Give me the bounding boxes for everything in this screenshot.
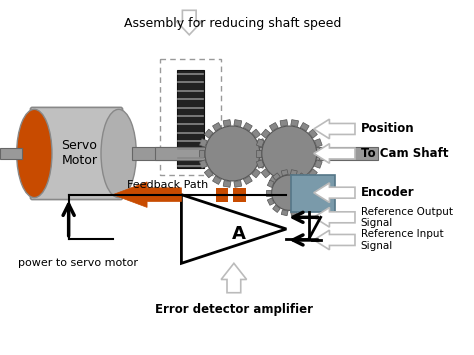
Polygon shape (269, 122, 278, 131)
Bar (132, 147, 196, 160)
Polygon shape (280, 180, 288, 187)
Polygon shape (269, 176, 278, 185)
Polygon shape (267, 180, 274, 187)
FancyBboxPatch shape (30, 107, 123, 200)
Polygon shape (267, 198, 274, 205)
Polygon shape (261, 169, 270, 178)
Bar (155, 147, 226, 160)
Polygon shape (280, 120, 288, 126)
Polygon shape (204, 169, 213, 178)
Polygon shape (113, 182, 182, 207)
Polygon shape (204, 129, 213, 138)
Bar (0, 148, 22, 159)
Polygon shape (281, 170, 288, 176)
Bar (291, 175, 336, 212)
Polygon shape (182, 195, 286, 263)
Polygon shape (223, 120, 231, 126)
Bar (233, 188, 246, 202)
Polygon shape (314, 139, 322, 147)
Polygon shape (308, 190, 312, 196)
Polygon shape (301, 176, 309, 185)
Polygon shape (314, 208, 355, 227)
Polygon shape (200, 160, 207, 168)
Polygon shape (304, 198, 311, 205)
Text: Servo
Motor: Servo Motor (62, 140, 98, 168)
Polygon shape (234, 120, 242, 126)
Polygon shape (244, 122, 252, 131)
Polygon shape (260, 150, 266, 157)
Text: Reference Input
Signal: Reference Input Signal (361, 229, 444, 251)
Polygon shape (314, 144, 355, 163)
Polygon shape (304, 180, 311, 187)
Bar (220, 147, 319, 160)
Polygon shape (266, 190, 271, 196)
Circle shape (272, 175, 307, 211)
Polygon shape (291, 120, 299, 126)
Text: Error detector amplifier: Error detector amplifier (155, 302, 313, 316)
Text: Position: Position (361, 122, 414, 136)
Text: power to servo motor: power to servo motor (18, 258, 137, 268)
Polygon shape (291, 170, 297, 176)
Text: Assembly for reducing shaft speed: Assembly for reducing shaft speed (124, 17, 341, 30)
Polygon shape (298, 205, 306, 213)
Text: Feedback Path: Feedback Path (128, 180, 209, 190)
Polygon shape (199, 150, 204, 157)
Polygon shape (314, 230, 355, 250)
Text: To Cam Shaft: To Cam Shaft (361, 147, 448, 160)
Polygon shape (252, 129, 261, 138)
Bar (160, 59, 220, 175)
Polygon shape (255, 150, 261, 157)
Ellipse shape (101, 109, 137, 198)
Polygon shape (256, 139, 264, 147)
Polygon shape (301, 122, 309, 131)
Polygon shape (314, 183, 355, 202)
Polygon shape (257, 160, 265, 168)
Polygon shape (281, 210, 288, 216)
Polygon shape (261, 129, 270, 138)
Polygon shape (317, 150, 323, 157)
Text: Reference Output
Signal: Reference Output Signal (361, 207, 453, 228)
Polygon shape (291, 180, 299, 187)
Polygon shape (252, 169, 261, 178)
Polygon shape (212, 176, 221, 185)
Polygon shape (273, 205, 280, 213)
Polygon shape (314, 160, 322, 168)
Polygon shape (291, 210, 297, 216)
Polygon shape (257, 139, 265, 147)
Polygon shape (309, 169, 318, 178)
Polygon shape (212, 122, 221, 131)
Bar (319, 147, 377, 160)
Polygon shape (234, 180, 242, 187)
Polygon shape (309, 129, 318, 138)
Bar (177, 70, 204, 168)
Bar (216, 188, 228, 202)
Polygon shape (314, 119, 355, 139)
Polygon shape (298, 173, 306, 180)
Text: A: A (232, 225, 246, 243)
Circle shape (205, 126, 260, 181)
Polygon shape (273, 173, 280, 180)
Polygon shape (244, 176, 252, 185)
Polygon shape (176, 10, 202, 35)
Polygon shape (223, 180, 231, 187)
Polygon shape (256, 160, 264, 168)
Polygon shape (200, 139, 207, 147)
Ellipse shape (17, 109, 52, 198)
Circle shape (262, 126, 317, 181)
Polygon shape (221, 263, 246, 293)
Text: Encoder: Encoder (361, 186, 414, 199)
